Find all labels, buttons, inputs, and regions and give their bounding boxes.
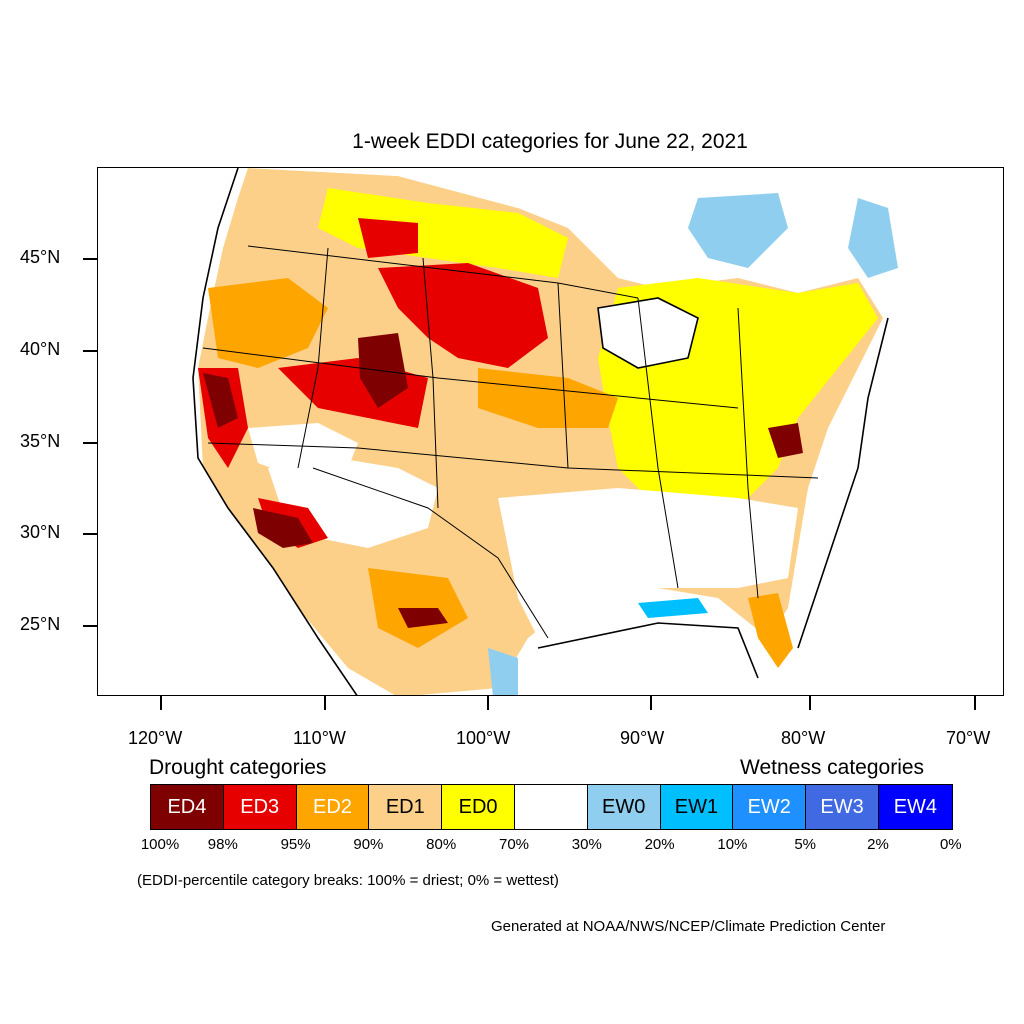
credit-line: Generated at NOAA/NWS/NCEP/Climate Predi… bbox=[491, 918, 886, 935]
ew1-gulf bbox=[638, 598, 708, 618]
ed4-california bbox=[203, 373, 238, 428]
gulf-of-mexico bbox=[528, 623, 758, 695]
percentile-break-label: 0% bbox=[939, 836, 962, 853]
ed2-west bbox=[208, 278, 328, 368]
legend-box-ew0: EW0 bbox=[587, 785, 661, 829]
white-interior bbox=[248, 423, 358, 478]
lon-tick bbox=[809, 696, 811, 710]
lon-label: 100°W bbox=[456, 728, 511, 748]
pacific-ocean bbox=[98, 168, 357, 695]
lat-label: 30°N bbox=[20, 522, 61, 542]
wetness-categories-title: Wetness categories bbox=[740, 756, 925, 779]
lat-tick-40 bbox=[83, 350, 97, 352]
ed3-northern-plains bbox=[378, 263, 548, 368]
percentile-break-label: 70% bbox=[498, 836, 530, 853]
lat-label: 25°N bbox=[20, 614, 61, 634]
ew0-ontario bbox=[688, 193, 788, 268]
lat-tick-45 bbox=[83, 258, 97, 260]
lon-tick bbox=[650, 696, 652, 710]
percentile-break-label: 90% bbox=[353, 836, 384, 853]
coastlines bbox=[192, 168, 889, 695]
lon-tick bbox=[974, 696, 976, 710]
legend-box-ed3: ED3 bbox=[223, 785, 297, 829]
percentile-break-label: 95% bbox=[280, 836, 311, 853]
lon-tick bbox=[487, 696, 489, 710]
ed0-north bbox=[318, 188, 568, 278]
percentile-break-label: 20% bbox=[644, 836, 675, 853]
ed4-arizona bbox=[253, 508, 313, 548]
ew0-quebec bbox=[848, 198, 898, 278]
legend-box-ew1: EW1 bbox=[660, 785, 734, 829]
legend-box-ew4: EW4 bbox=[878, 785, 952, 829]
legend-box-ed2: ED2 bbox=[296, 785, 370, 829]
lon-tick bbox=[160, 696, 162, 710]
percentile-break-label: 80% bbox=[426, 836, 457, 853]
legend-box-ew2: EW2 bbox=[733, 785, 807, 829]
lon-label: 80°W bbox=[781, 728, 826, 748]
canada-north bbox=[248, 168, 698, 223]
ed2-plains bbox=[478, 368, 618, 428]
drought-categories-title: Drought categories bbox=[149, 756, 327, 779]
percentile-break-label: 10% bbox=[717, 836, 748, 853]
percentile-break-label: 30% bbox=[571, 836, 602, 853]
lat-label: 40°N bbox=[20, 339, 61, 359]
lat-tick-30 bbox=[83, 533, 97, 535]
lon-label: 110°W bbox=[293, 728, 346, 748]
legend-box-ed0: ED0 bbox=[442, 785, 515, 829]
lon-tick bbox=[324, 696, 326, 710]
legend-box-ed4: ED4 bbox=[151, 785, 224, 829]
ew0-mexico bbox=[488, 648, 518, 695]
ed4-nc bbox=[768, 423, 803, 458]
ed3-montana bbox=[358, 218, 418, 258]
category-legend: ED4 ED3 ED2 ED1 ED0 EW0 EW1 EW2 EW3 EW4 bbox=[150, 784, 953, 830]
legend-box-ew3: EW3 bbox=[806, 785, 879, 829]
map-panel bbox=[97, 167, 1004, 696]
percentile-break-label: 100% bbox=[140, 836, 180, 853]
white-southeast bbox=[498, 488, 798, 638]
ed4-texas bbox=[398, 608, 448, 628]
lon-label: 120°W bbox=[128, 728, 183, 748]
lat-tick-25 bbox=[83, 625, 97, 627]
legend-box-ed1: ED1 bbox=[369, 785, 443, 829]
lon-label: 70°W bbox=[946, 728, 991, 748]
lat-tick-35 bbox=[83, 442, 97, 444]
florida bbox=[748, 593, 793, 668]
atlantic-ocean bbox=[798, 288, 1003, 695]
white-northeast bbox=[598, 298, 698, 368]
category-note: (EDDI-percentile category breaks: 100% =… bbox=[137, 872, 559, 889]
eddi-map bbox=[98, 168, 1003, 695]
boundaries bbox=[202, 245, 819, 639]
percentile-break-label: 98% bbox=[207, 836, 238, 853]
lat-label: 45°N bbox=[20, 247, 61, 267]
lat-label: 35°N bbox=[20, 431, 61, 451]
lon-label: 90°W bbox=[620, 728, 665, 748]
legend-box-neutral bbox=[514, 785, 588, 829]
percentile-break-label: 5% bbox=[794, 836, 817, 853]
percentile-break-label: 2% bbox=[867, 836, 889, 853]
map-title: 1-week EDDI categories for June 22, 2021 bbox=[352, 130, 748, 153]
